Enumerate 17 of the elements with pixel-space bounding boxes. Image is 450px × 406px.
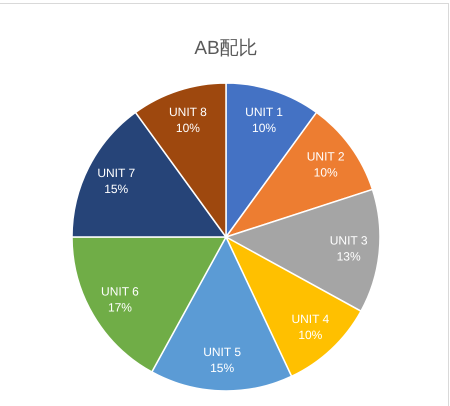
slice-label: UNIT 1 [245, 104, 284, 119]
slice-label: UNIT 5 [203, 345, 242, 360]
slice-label: UNIT 3 [330, 234, 368, 248]
data-label: 10% [314, 166, 338, 180]
data-label: 15% [210, 361, 234, 376]
data-label: 15% [104, 182, 129, 196]
data-label: 10% [176, 120, 200, 135]
slice-label: UNIT 8 [169, 104, 208, 119]
slice-label: UNIT 7 [97, 166, 136, 180]
data-label: 10% [252, 120, 276, 135]
data-label: 17% [108, 300, 132, 315]
slice-label: UNIT 2 [306, 150, 345, 164]
slice-label: UNIT 6 [101, 284, 140, 299]
data-label: 13% [336, 250, 361, 264]
data-label: 10% [298, 328, 323, 342]
chart-title: AB配比 [194, 38, 258, 59]
slice-label: UNIT 4 [291, 312, 330, 326]
